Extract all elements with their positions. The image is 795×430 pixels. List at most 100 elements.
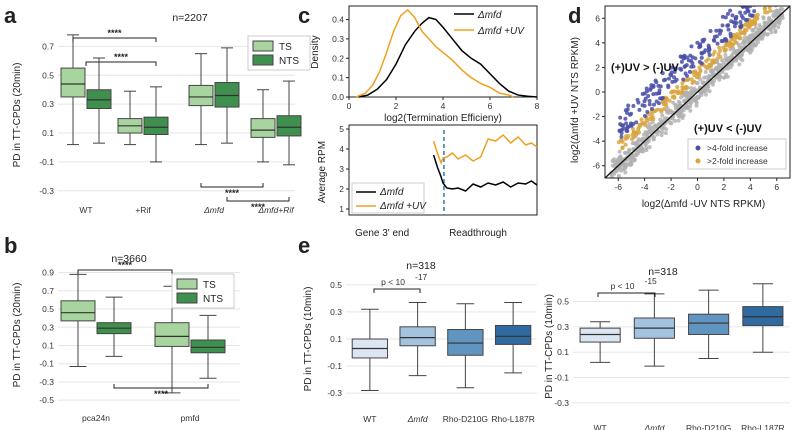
d-point-grey <box>740 41 745 46</box>
d-point-blue <box>666 76 671 81</box>
d-point-blue <box>619 134 624 139</box>
d-point-grey <box>708 67 713 72</box>
a-sig-2-stars: **** <box>114 52 129 62</box>
d-point-blue <box>717 31 722 36</box>
d-point-orange <box>773 6 778 8</box>
d-point-orange <box>775 0 779 4</box>
b-box-TS-1-box <box>154 322 190 347</box>
d-point-blue <box>689 44 694 49</box>
d-point-blue <box>644 86 649 91</box>
b-ytick-label: 0.3 <box>42 322 54 332</box>
d-point-orange <box>669 90 674 95</box>
e2-ytick-label: -0.3 <box>554 398 569 408</box>
a-sig-4-bracket <box>226 197 290 202</box>
d-point-grey <box>771 9 776 14</box>
d-point-blue <box>649 106 654 111</box>
d-point-orange <box>767 6 772 10</box>
d-point-orange <box>692 69 697 74</box>
d-xtick-label: -6 <box>614 182 622 192</box>
a-sig-3-bracket <box>200 183 264 188</box>
d-point-blue <box>738 24 743 29</box>
e1-ytick-label: -0.1 <box>327 361 342 371</box>
b-sig-1-stars: **** <box>118 260 133 270</box>
d-point-grey <box>616 158 621 163</box>
d-legend-label-4fold: >4-fold increase <box>707 143 768 153</box>
b-legend-label-nts: NTS <box>203 294 223 305</box>
a-ytick-label: 0.1 <box>42 128 54 138</box>
d-point-orange <box>706 57 711 62</box>
d-point-orange <box>652 109 657 114</box>
d-point-grey <box>742 35 747 40</box>
d-point-blue <box>654 80 659 85</box>
d-point-blue <box>640 92 645 97</box>
e2-box-0-box <box>579 327 621 343</box>
d-point-blue <box>669 65 674 70</box>
d-point-blue <box>743 0 747 4</box>
d-point-grey <box>757 23 762 28</box>
d-point-grey <box>776 24 781 29</box>
d-point-blue <box>684 73 689 78</box>
d-point-blue <box>740 0 744 3</box>
c1-xtick-label: 6 <box>488 101 493 111</box>
d-point-blue <box>748 12 753 17</box>
c1-ytick-label: 0.0 <box>332 92 344 102</box>
d-point-grey <box>695 80 700 85</box>
d-point-orange <box>638 123 643 128</box>
b-legend-label-ts: TS <box>203 280 216 291</box>
d-annotation-up: (+)UV > (-)UV <box>611 62 680 74</box>
e2-ytick-label: 0.1 <box>557 347 569 357</box>
d-point-grey <box>773 29 778 34</box>
e2-ytick-label: -0.1 <box>554 373 569 383</box>
d-point-grey <box>694 99 699 104</box>
b-ytick-label: 0.7 <box>42 286 54 296</box>
d-point-blue <box>723 15 728 20</box>
a-xtick-label: Δmfd <box>203 205 224 215</box>
d-point-orange <box>623 142 628 147</box>
d-point-blue <box>679 59 684 64</box>
e1-xtick-label: Rho-D210G <box>443 414 488 424</box>
c1-xtick-label: 8 <box>535 101 540 111</box>
b-box-NTS-1-box <box>190 339 226 354</box>
e1-xtick-label: WT <box>363 414 376 424</box>
d-point-grey <box>774 8 779 13</box>
e1-xtick-label: Rho-L187R <box>491 414 534 424</box>
d-point-grey <box>765 32 770 37</box>
d-point-grey <box>685 104 690 109</box>
d-point-blue <box>681 77 686 82</box>
c2-line-0 <box>432 154 538 192</box>
e1-ytick-label: -0.3 <box>327 388 342 398</box>
d-xlabel: log2(Δmfd -UV NTS RPKM) <box>642 199 765 210</box>
d-point-grey <box>703 70 708 75</box>
d-point-orange <box>712 49 717 54</box>
d-point-grey <box>750 28 755 33</box>
d-point-blue <box>637 107 642 112</box>
e1-ytick-label: 0.5 <box>330 280 342 290</box>
e2-box-3-box <box>742 306 784 327</box>
d-point-blue <box>715 41 720 46</box>
b-legend-swatch-nts <box>176 292 198 304</box>
d-point-orange <box>742 29 747 34</box>
d-point-blue <box>685 55 690 60</box>
d-point-orange <box>730 42 735 47</box>
a-sig-1-bracket <box>72 37 157 42</box>
a-ytick-label: -0.1 <box>39 157 54 167</box>
b-ytick-label: -0.1 <box>39 359 54 369</box>
b-ytick-label: -0.5 <box>39 395 54 405</box>
d-point-blue <box>737 0 741 4</box>
d-point-blue <box>720 23 725 28</box>
d-point-blue <box>645 110 650 115</box>
d-point-blue <box>708 29 713 34</box>
c2-line-1 <box>432 133 538 166</box>
e1-xtick-label: Δmfd <box>407 414 428 424</box>
d-point-blue <box>617 128 622 133</box>
d-point-blue <box>673 67 678 72</box>
d-point-blue <box>752 9 757 14</box>
d-point-blue <box>669 70 674 75</box>
d-point-orange <box>717 45 722 50</box>
d-point-blue <box>699 55 704 60</box>
d-point-grey <box>723 52 728 57</box>
a-box-TS-3-box <box>250 118 276 138</box>
d-point-orange <box>767 0 771 3</box>
d-point-grey <box>621 167 626 172</box>
d-point-blue <box>707 53 712 58</box>
